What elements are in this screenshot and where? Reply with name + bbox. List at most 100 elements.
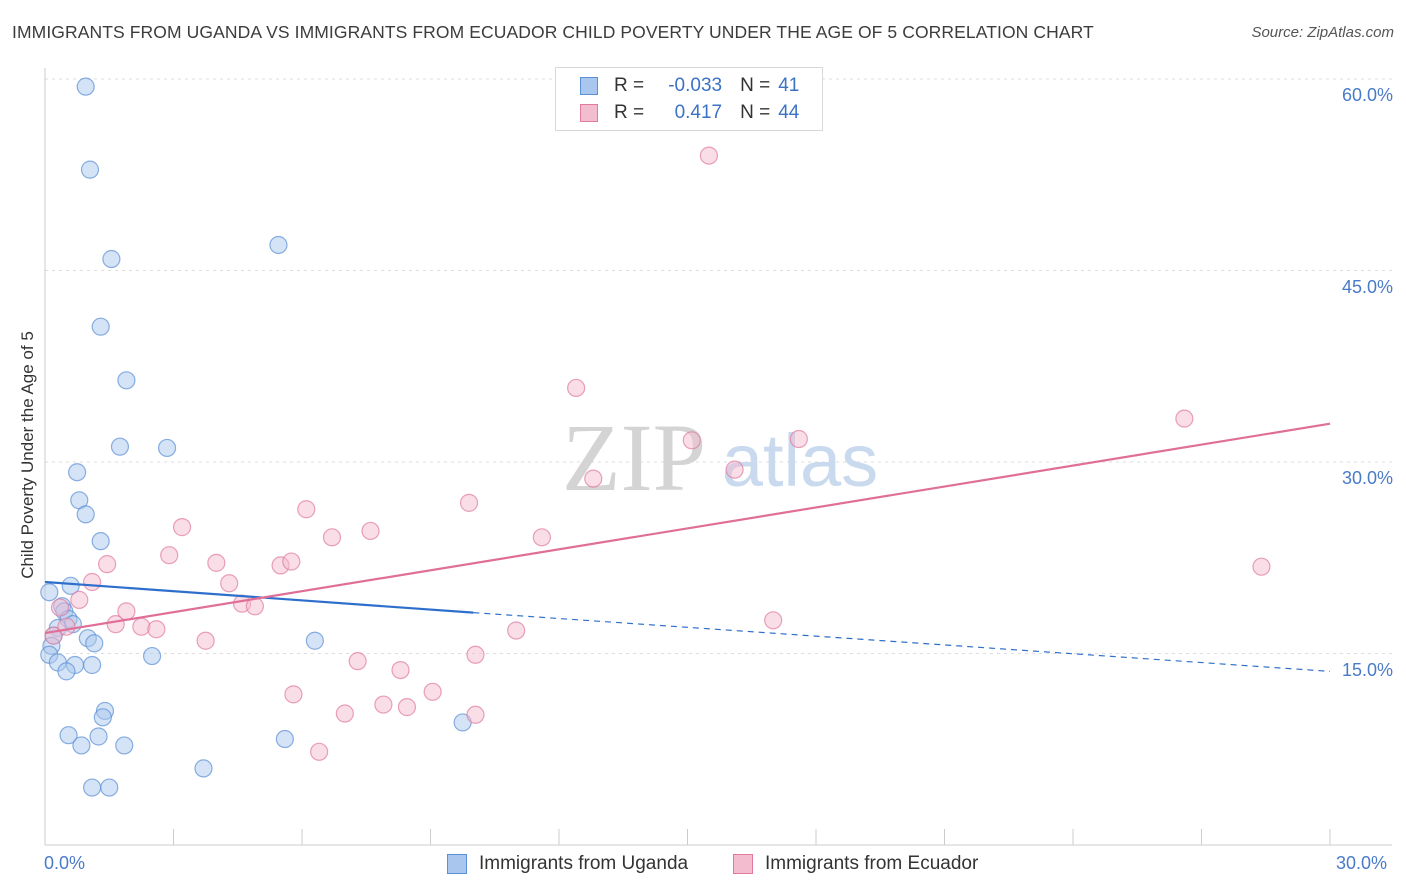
ecuador-point — [297, 500, 316, 519]
ecuador-points — [44, 146, 1271, 761]
ecuador-point — [1175, 409, 1194, 428]
ecuador-point — [584, 469, 603, 488]
y-tick-label: 15.0% — [1341, 659, 1393, 680]
uganda-point — [91, 317, 110, 336]
ecuador-point — [160, 546, 179, 565]
legend-swatch-ecuador — [580, 104, 598, 122]
axes — [44, 68, 1392, 846]
ecuador-point — [106, 615, 125, 634]
correlation-legend: R = -0.033 N = 41 R = 0.417 N = 44 — [555, 67, 823, 131]
legend-n-value-uganda: 41 — [778, 75, 800, 96]
grid-lines — [45, 78, 1392, 654]
source-label: Source: ZipAtlas.com — [1251, 24, 1394, 41]
x-tick-label-max: 30.0% — [1336, 853, 1388, 873]
ecuador-point — [466, 705, 485, 724]
bottom-legend-swatch-ecuador — [733, 854, 753, 874]
watermark: ZIP atlas — [562, 404, 878, 511]
chart-title: IMMIGRANTS FROM UGANDA VS IMMIGRANTS FRO… — [12, 22, 1094, 42]
ecuador-point — [361, 521, 380, 541]
ecuador-point — [466, 645, 485, 664]
bottom-legend-label-uganda: Immigrants from Uganda — [479, 853, 689, 874]
uganda-trend-extension — [473, 612, 1331, 672]
ecuador-point — [172, 518, 192, 537]
uganda-point — [157, 438, 177, 458]
ecuador-point — [57, 617, 76, 636]
uganda-point — [80, 160, 100, 179]
uganda-point — [83, 778, 102, 797]
uganda-point — [85, 634, 104, 653]
ecuador-point — [682, 431, 701, 450]
legend-n-label: N = — [740, 75, 771, 96]
legend-r-value-ecuador: 0.417 — [674, 102, 723, 123]
ecuador-point — [397, 698, 417, 717]
ecuador-point — [147, 620, 166, 639]
ecuador-point — [284, 685, 303, 704]
uganda-point — [40, 583, 59, 602]
x-tick-label-min: 0.0% — [44, 853, 86, 873]
uganda-point — [57, 662, 76, 681]
uganda-point — [93, 708, 112, 727]
legend-row-ecuador: R = 0.417 N = 44 — [580, 101, 799, 125]
uganda-point — [275, 729, 294, 749]
uganda-point — [83, 655, 102, 675]
legend-n-label: N = — [740, 102, 771, 123]
legend-r-label: R = — [614, 75, 645, 96]
y-tick-label: 60.0% — [1341, 85, 1393, 105]
uganda-point — [100, 778, 119, 797]
ecuador-point — [220, 574, 239, 593]
ecuador-point — [532, 528, 551, 547]
uganda-point — [61, 576, 80, 595]
ecuador-point — [98, 555, 117, 574]
ecuador-point — [207, 553, 226, 572]
y-axis-label: Child Poverty Under the Age of 5 — [18, 331, 37, 579]
uganda-point — [59, 726, 78, 745]
bottom-legend-uganda: Immigrants from Uganda — [447, 852, 688, 876]
legend-row-uganda: R = -0.033 N = 41 — [580, 74, 799, 98]
uganda-point — [89, 727, 108, 746]
uganda-point — [91, 532, 110, 551]
ecuador-point — [348, 652, 367, 671]
ecuador-point — [764, 611, 783, 630]
ecuador-point — [391, 660, 410, 680]
uganda-point — [194, 759, 213, 778]
ecuador-point — [507, 621, 526, 640]
legend-n-value-ecuador: 44 — [778, 102, 800, 123]
bottom-legend-ecuador: Immigrants from Ecuador — [733, 852, 978, 876]
ecuador-point — [83, 572, 102, 592]
ecuador-point — [789, 429, 808, 449]
ecuador-point — [374, 695, 393, 714]
uganda-points — [40, 77, 472, 797]
uganda-point — [102, 249, 121, 269]
ecuador-point — [322, 528, 342, 547]
ecuador-point — [310, 742, 329, 761]
ecuador-point — [282, 552, 301, 571]
uganda-point — [110, 437, 130, 456]
legend-swatch-uganda — [580, 77, 598, 95]
uganda-point — [305, 631, 324, 650]
bottom-legend-label-ecuador: Immigrants from Ecuador — [765, 853, 979, 874]
uganda-point — [117, 371, 136, 390]
uganda-point — [76, 77, 95, 96]
ecuador-point — [725, 460, 744, 479]
ecuador-point — [699, 146, 719, 165]
y-tick-label: 45.0% — [1341, 276, 1393, 297]
legend-r-value-uganda: -0.033 — [668, 75, 723, 96]
uganda-point — [115, 736, 134, 755]
trend-lines — [44, 422, 1331, 672]
ecuador-point — [423, 682, 442, 701]
y-tick-label: 30.0% — [1341, 468, 1393, 488]
uganda-point — [142, 646, 162, 666]
uganda-point — [76, 505, 95, 524]
legend-r-label: R = — [614, 102, 645, 123]
ecuador-trend-line — [44, 422, 1331, 635]
ecuador-point — [196, 631, 215, 650]
bottom-legend-swatch-uganda — [447, 854, 467, 874]
uganda-point — [72, 736, 91, 755]
ecuador-point — [70, 590, 89, 609]
ecuador-point — [50, 598, 70, 617]
ecuador-point — [1252, 557, 1271, 576]
watermark-zip: ZIP — [562, 404, 706, 511]
uganda-point — [68, 463, 87, 482]
ecuador-point — [132, 617, 151, 636]
